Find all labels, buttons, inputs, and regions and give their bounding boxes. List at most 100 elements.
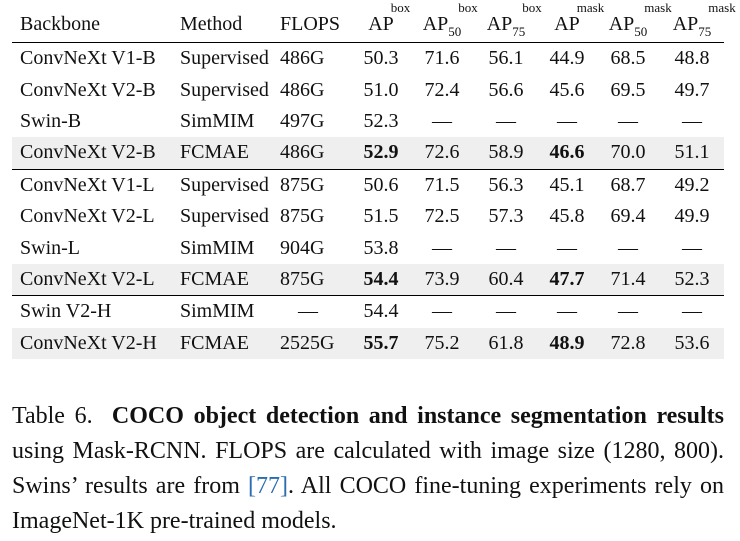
caption-title: COCO object detection and instance segme… [111, 403, 724, 429]
cell-ap75-box: 56.1 [488, 47, 524, 70]
caption-text-1: using Mask-RCNN. FLOPS are calculated wi… [12, 438, 724, 499]
cell-ap50-box: 75.2 [410, 327, 474, 359]
cell-ap-box: 55.7 [352, 327, 411, 359]
cell-ap75-mask: — [681, 109, 702, 132]
cell-flops: 875G [280, 263, 352, 296]
cell-flops: 486G [280, 137, 352, 170]
cell-ap50-mask: — [617, 236, 638, 259]
cell-flops: 486G [280, 78, 325, 101]
cell-ap75-mask: — [681, 300, 702, 323]
cell-ap50-mask: — [617, 300, 638, 323]
cell-method: SimMIM [180, 109, 255, 132]
cell-ap50-mask: 69.4 [610, 205, 646, 228]
cell-ap75-mask: — [681, 236, 702, 259]
cell-method: SimMIM [180, 236, 255, 259]
caption-text-2: . All COCO fine-tuning experiments rely … [12, 473, 724, 534]
cell-backbone: Swin V2-H [20, 300, 112, 323]
cell-backbone: ConvNeXt V1-B [20, 47, 156, 70]
cell-ap-box: 51.0 [363, 78, 399, 101]
cell-ap-mask: 45.6 [549, 78, 585, 101]
header-method: Method [180, 12, 243, 35]
header-backbone: Backbone [20, 12, 100, 35]
table-row: Swin-L SimMIM 904G 53.8 — — — — — [12, 232, 724, 263]
cell-ap50-box: 72.6 [410, 137, 474, 170]
cell-ap50-mask: 71.4 [596, 263, 660, 296]
table-row: ConvNeXt V2-L Supervised 875G 51.5 72.5 … [12, 201, 724, 232]
cell-ap-mask: — [556, 236, 577, 259]
cell-method: Supervised [180, 47, 269, 70]
cell-flops: 2525G [280, 327, 352, 359]
cell-ap50-box: 72.4 [424, 78, 460, 101]
table-row: Swin V2-H SimMIM — 54.4 — — — — — [12, 296, 724, 328]
cell-ap50-mask: 72.8 [596, 327, 660, 359]
cell-method: Supervised [180, 78, 269, 101]
cell-method: FCMAE [180, 327, 280, 359]
cell-backbone: ConvNeXt V2-B [20, 78, 156, 101]
cell-backbone: Swin-L [20, 236, 80, 259]
cell-flops: 875G [280, 173, 325, 196]
table-row: ConvNeXt V2-B FCMAE 486G 52.9 72.6 58.9 … [12, 137, 724, 170]
header-ap50-box: AP50 box [422, 0, 478, 39]
cell-ap50-mask: 68.7 [610, 173, 646, 196]
cell-ap-mask: 45.8 [549, 205, 585, 228]
cell-ap75-box: 56.3 [488, 173, 524, 196]
header-flops: FLOPS [280, 12, 341, 35]
cell-method: Supervised [180, 173, 269, 196]
cell-ap-box: 54.4 [352, 263, 411, 296]
cell-ap75-box: 60.4 [474, 263, 538, 296]
table-row: ConvNeXt V2-B Supervised 486G 51.0 72.4 … [12, 74, 724, 105]
cell-ap-box: 50.6 [363, 173, 399, 196]
cell-ap-mask: 46.6 [537, 137, 596, 170]
cell-flops: 486G [280, 47, 325, 70]
citation-link[interactable]: [77] [248, 473, 288, 499]
cell-ap-box: 53.8 [363, 236, 399, 259]
header-ap75-box: AP75 box [486, 0, 542, 39]
cell-ap75-mask: 49.9 [674, 205, 710, 228]
cell-backbone: ConvNeXt V2-B [12, 137, 180, 170]
table-caption: Table 6. COCO object detection and insta… [12, 399, 724, 539]
cell-ap50-box: — [432, 236, 453, 259]
table-row: ConvNeXt V2-L FCMAE 875G 54.4 73.9 60.4 … [12, 263, 724, 296]
cell-ap50-box: 73.9 [410, 263, 474, 296]
cell-ap75-mask: 51.1 [659, 137, 724, 170]
table-row: Swin-B SimMIM 497G 52.3 — — — — — [12, 106, 724, 137]
cell-ap75-mask: 49.7 [674, 78, 710, 101]
cell-method: SimMIM [180, 300, 255, 323]
header-row: Backbone Method FLOPS AP box AP50 box AP75… [12, 0, 736, 43]
header-ap75-mask: AP75 mask [672, 0, 736, 39]
header-ap-box: AP box [368, 0, 411, 35]
cell-ap-box: 52.9 [352, 137, 411, 170]
cell-ap75-box: — [495, 236, 516, 259]
cell-backbone: ConvNeXt V1-L [20, 173, 155, 196]
cell-ap75-box: — [495, 109, 516, 132]
cell-ap-box: 50.3 [363, 47, 399, 70]
cell-ap-box: 52.3 [363, 109, 399, 132]
cell-ap50-mask: — [617, 109, 638, 132]
cell-ap50-box: — [432, 109, 453, 132]
cell-flops: 497G [280, 109, 325, 132]
cell-ap75-box: 57.3 [488, 205, 524, 228]
cell-flops: 875G [280, 205, 325, 228]
table-row: ConvNeXt V1-L Supervised 875G 50.6 71.5 … [12, 169, 724, 201]
cell-method: FCMAE [180, 137, 280, 170]
cell-ap75-box: 61.8 [474, 327, 538, 359]
caption-label: Table 6. [12, 403, 93, 429]
cell-ap-mask: — [556, 300, 577, 323]
cell-ap50-box: — [432, 300, 453, 323]
cell-ap50-box: 72.5 [424, 205, 460, 228]
cell-ap75-box: 56.6 [488, 78, 524, 101]
cell-ap75-mask: 49.2 [674, 173, 710, 196]
cell-method: Supervised [180, 205, 269, 228]
cell-ap-box: 51.5 [363, 205, 399, 228]
cell-ap75-mask: 52.3 [659, 263, 724, 296]
cell-backbone: ConvNeXt V2-H [12, 327, 180, 359]
cell-ap-mask: 48.9 [537, 327, 596, 359]
cell-ap-mask: 44.9 [549, 47, 585, 70]
results-table: Backbone Method FLOPS AP box AP50 box AP75… [12, 0, 736, 359]
cell-backbone: Swin-B [20, 109, 82, 132]
header-ap-mask: AP mask [554, 0, 605, 35]
cell-ap50-mask: 69.5 [610, 78, 646, 101]
cell-flops: 904G [280, 236, 325, 259]
cell-ap75-box: 58.9 [474, 137, 538, 170]
cell-ap50-box: 71.6 [424, 47, 460, 70]
